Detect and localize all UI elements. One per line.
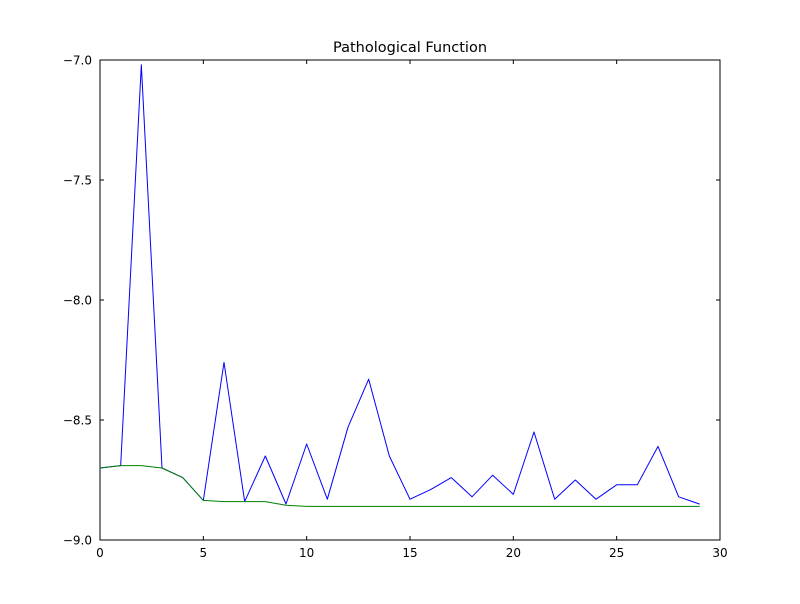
plot-border <box>99 59 721 541</box>
chart-title: Pathological Function <box>333 40 487 56</box>
x-tick-label: 20 <box>506 546 521 560</box>
x-tick-label: 25 <box>609 546 624 560</box>
y-tick-label: −7.5 <box>63 174 92 188</box>
y-tick-label: −8.5 <box>63 414 92 428</box>
y-tick-label: −8.0 <box>63 294 92 308</box>
y-tick-label: −7.0 <box>63 54 92 68</box>
x-tick-label: 15 <box>402 546 417 560</box>
series-line-series-1-blue <box>99 64 700 505</box>
y-tick-label: −9.0 <box>63 534 92 548</box>
x-tick-label: 10 <box>299 546 314 560</box>
x-tick-label: 5 <box>200 546 208 560</box>
x-tick-label: 0 <box>96 546 104 560</box>
x-tick-label: 30 <box>712 546 727 560</box>
series-line-series-2-green <box>99 465 700 507</box>
plot-area: 0 5 10 15 20 25 30 −9.0 −8.5 −8.0 −7.5 −7.0 <box>63 54 728 561</box>
